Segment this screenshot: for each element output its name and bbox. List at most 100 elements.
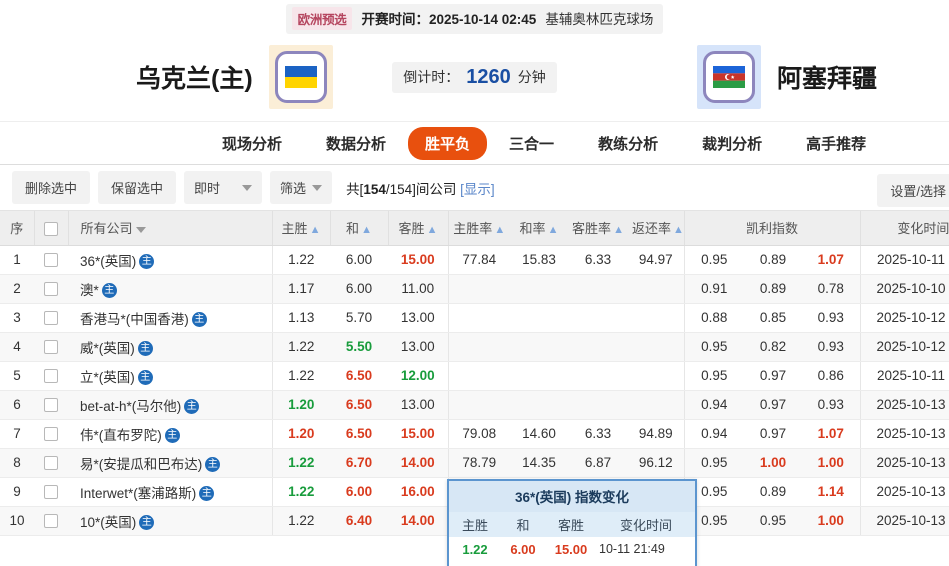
tab-coach-analysis[interactable]: 教练分析 bbox=[598, 135, 659, 153]
th-select-all[interactable] bbox=[34, 211, 69, 246]
row-checkbox-cell[interactable] bbox=[34, 274, 68, 304]
row-odds-1[interactable]: 6.00 bbox=[330, 274, 388, 304]
select-all-checkbox[interactable] bbox=[44, 221, 58, 236]
row-odds-2[interactable]: 16.00 bbox=[388, 477, 449, 507]
row-odds-2[interactable]: 13.00 bbox=[388, 303, 449, 333]
filter-select[interactable]: 筛选 bbox=[270, 171, 333, 204]
row-checkbox-cell[interactable] bbox=[34, 419, 68, 449]
th-away-win[interactable]: 客胜 ▲ bbox=[388, 211, 448, 246]
sort-up-icon[interactable]: ▲ bbox=[673, 224, 684, 237]
th-home-win-rate[interactable]: 主胜率 ▲ bbox=[447, 211, 510, 246]
row-odds-2[interactable]: 13.00 bbox=[388, 332, 449, 362]
sort-up-icon[interactable]: ▲ bbox=[309, 224, 321, 237]
th-draw-rate[interactable]: 和率 ▲ bbox=[510, 211, 568, 246]
row-company[interactable]: 立*(英国) 主 bbox=[68, 361, 273, 391]
row-odds-2[interactable]: 12.00 bbox=[388, 361, 449, 391]
row-odds-2[interactable]: 14.00 bbox=[388, 506, 449, 536]
row-odds-1[interactable]: 6.50 bbox=[330, 361, 388, 391]
row-odds-0[interactable]: 1.20 bbox=[272, 390, 330, 420]
keep-selected-button[interactable]: 保留选中 bbox=[98, 171, 177, 204]
row-odds-2[interactable]: 11.00 bbox=[388, 274, 449, 304]
row-checkbox[interactable] bbox=[44, 282, 58, 297]
row-rate-2 bbox=[568, 361, 628, 391]
row-odds-0[interactable]: 1.22 bbox=[272, 361, 330, 391]
row-odds-1[interactable]: 6.00 bbox=[330, 477, 388, 507]
row-odds-1[interactable]: 6.50 bbox=[330, 419, 388, 449]
row-odds-1[interactable]: 5.50 bbox=[330, 332, 388, 362]
table-row[interactable]: 6 bet-at-h*(马尔他) 主 1.20 6.50 13.00 0.94 0.97 0.9… bbox=[0, 390, 949, 420]
settings-select-button[interactable]: 设置/选择 bbox=[877, 174, 949, 207]
tab-data-analysis[interactable]: 数据分析 bbox=[326, 135, 387, 153]
row-checkbox[interactable] bbox=[44, 514, 58, 529]
th-change-time[interactable]: 变化时间▲ bbox=[860, 211, 949, 246]
row-checkbox[interactable] bbox=[44, 485, 58, 500]
row-odds-0[interactable]: 1.13 bbox=[272, 303, 330, 333]
sort-up-icon[interactable]: ▲ bbox=[547, 224, 559, 237]
row-checkbox-cell[interactable] bbox=[34, 245, 68, 275]
row-odds-1[interactable]: 6.70 bbox=[330, 448, 388, 478]
row-company[interactable]: 36*(英国) 主 bbox=[68, 245, 273, 275]
row-company[interactable]: 10*(英国) 主 bbox=[68, 506, 273, 536]
row-company[interactable]: bet-at-h*(马尔他) 主 bbox=[68, 390, 273, 420]
table-row[interactable]: 1 36*(英国) 主 1.22 6.00 15.00 77.84 15.83 6.33 94.9… bbox=[0, 245, 949, 275]
row-odds-1[interactable]: 6.40 bbox=[330, 506, 388, 536]
tab-referee-analysis[interactable]: 裁判分析 bbox=[702, 135, 763, 153]
th-away-win-rate[interactable]: 客胜率 ▲ bbox=[568, 211, 628, 246]
show-link[interactable]: [显示] bbox=[460, 181, 495, 197]
th-draw[interactable]: 和 ▲ bbox=[330, 211, 389, 246]
row-checkbox[interactable] bbox=[44, 456, 58, 471]
sort-up-icon[interactable]: ▲ bbox=[426, 224, 438, 237]
table-row[interactable]: 8 易*(安提瓜和巴布达) 主 1.22 6.70 14.00 78.79 14.35 6.87… bbox=[0, 448, 949, 478]
tab-three-in-one[interactable]: 三合一 bbox=[509, 135, 555, 153]
delete-selected-button[interactable]: 删除选中 bbox=[12, 171, 91, 204]
row-checkbox[interactable] bbox=[44, 340, 58, 355]
table-row[interactable]: 5 立*(英国) 主 1.22 6.50 12.00 0.95 0.97 0.86 2025-10… bbox=[0, 361, 949, 391]
row-checkbox[interactable] bbox=[44, 311, 58, 326]
row-checkbox-cell[interactable] bbox=[34, 390, 68, 420]
row-company[interactable]: 伟*(直布罗陀) 主 bbox=[68, 419, 273, 449]
row-odds-0[interactable]: 1.22 bbox=[272, 448, 330, 478]
row-company[interactable]: 澳* 主 bbox=[68, 274, 273, 304]
sort-up-icon[interactable]: ▲ bbox=[494, 224, 506, 237]
row-odds-0[interactable]: 1.22 bbox=[272, 506, 330, 536]
row-company[interactable]: Interwet*(塞浦路斯) 主 bbox=[68, 477, 273, 507]
row-odds-1[interactable]: 5.70 bbox=[330, 303, 388, 333]
row-odds-0[interactable]: 1.22 bbox=[272, 477, 330, 507]
row-odds-2[interactable]: 14.00 bbox=[388, 448, 449, 478]
row-odds-0[interactable]: 1.22 bbox=[272, 332, 330, 362]
row-checkbox-cell[interactable] bbox=[34, 477, 68, 507]
tab-live-analysis[interactable]: 现场分析 bbox=[222, 135, 283, 153]
mode-select[interactable]: 即时 bbox=[184, 171, 263, 204]
row-odds-2[interactable]: 15.00 bbox=[388, 245, 449, 275]
row-checkbox-cell[interactable] bbox=[34, 506, 68, 536]
row-company[interactable]: 香港马*(中国香港) 主 bbox=[68, 303, 273, 333]
row-company[interactable]: 威*(英国) 主 bbox=[68, 332, 273, 362]
row-odds-0[interactable]: 1.17 bbox=[272, 274, 330, 304]
row-checkbox[interactable] bbox=[44, 253, 58, 268]
row-odds-1[interactable]: 6.50 bbox=[330, 390, 388, 420]
row-odds-2[interactable]: 13.00 bbox=[388, 390, 449, 420]
table-row[interactable]: 3 香港马*(中国香港) 主 1.13 5.70 13.00 0.88 0.85 0.93 202… bbox=[0, 303, 949, 333]
table-row[interactable]: 4 威*(英国) 主 1.22 5.50 13.00 0.95 0.82 0.93 2025-10… bbox=[0, 332, 949, 362]
tab-win-draw-loss[interactable]: 胜平负 bbox=[408, 126, 488, 160]
sort-up-icon[interactable]: ▲ bbox=[613, 224, 624, 237]
row-checkbox-cell[interactable] bbox=[34, 332, 68, 362]
row-odds-2[interactable]: 15.00 bbox=[388, 419, 449, 449]
row-checkbox[interactable] bbox=[44, 427, 58, 442]
row-odds-0[interactable]: 1.22 bbox=[272, 245, 330, 275]
row-checkbox-cell[interactable] bbox=[34, 361, 68, 391]
th-company[interactable]: 所有公司 bbox=[68, 211, 273, 246]
th-return-rate[interactable]: 返还率 ▲ bbox=[628, 211, 685, 246]
table-row[interactable]: 2 澳* 主 1.17 6.00 11.00 0.91 0.89 0.78 2025-10-10 … bbox=[0, 274, 949, 304]
row-checkbox[interactable] bbox=[44, 398, 58, 413]
table-row[interactable]: 7 伟*(直布罗陀) 主 1.20 6.50 15.00 79.08 14.60 6.33 94.… bbox=[0, 419, 949, 449]
row-checkbox-cell[interactable] bbox=[34, 303, 68, 333]
row-checkbox[interactable] bbox=[44, 369, 58, 384]
row-checkbox-cell[interactable] bbox=[34, 448, 68, 478]
sort-up-icon[interactable]: ▲ bbox=[361, 224, 372, 237]
row-odds-1[interactable]: 6.00 bbox=[330, 245, 388, 275]
tab-expert-picks[interactable]: 高手推荐 bbox=[806, 135, 867, 153]
row-odds-0[interactable]: 1.20 bbox=[272, 419, 330, 449]
th-home-win[interactable]: 主胜 ▲ bbox=[272, 211, 331, 246]
row-company[interactable]: 易*(安提瓜和巴布达) 主 bbox=[68, 448, 273, 478]
